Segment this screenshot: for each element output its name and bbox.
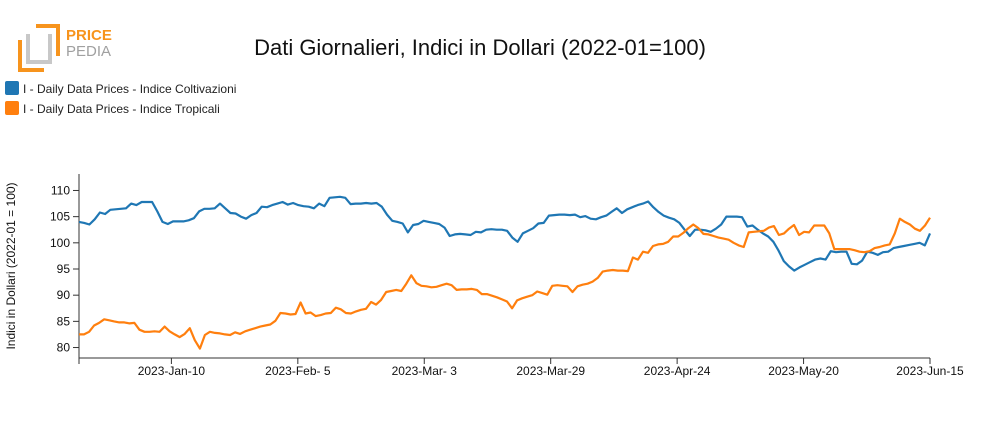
legend-label-tropicali: I - Daily Data Prices - Indice Tropicali bbox=[23, 102, 220, 116]
chart-title: Dati Giornalieri, Indici in Dollari (202… bbox=[254, 35, 706, 60]
legend-swatch-coltivazioni[interactable] bbox=[5, 81, 19, 95]
legend-swatch-tropicali[interactable] bbox=[5, 101, 19, 115]
pricepedia-logo-mark: PRICE PEDIA bbox=[18, 24, 112, 72]
logo-text-bottom: PEDIA bbox=[66, 43, 111, 60]
logo-text-top: PRICE bbox=[66, 27, 112, 44]
x-axis: 2023-Jan-10 2023-Feb- 5 2023-Mar- 3 2023-Ma… bbox=[78, 357, 964, 378]
y-axis: 80 85 90 95 100 105 110 bbox=[50, 174, 80, 358]
x-tick-label: 2023-Mar-29 bbox=[516, 364, 585, 378]
y-tick-label: 90 bbox=[57, 288, 71, 302]
y-tick-label: 95 bbox=[57, 262, 71, 276]
legend: I - Daily Data Prices - Indice Coltivazi… bbox=[5, 81, 236, 116]
series-line-coltivazioni[interactable] bbox=[78, 195, 932, 272]
y-tick-label: 85 bbox=[57, 314, 71, 328]
x-tick-label: 2023-May-20 bbox=[768, 364, 839, 378]
y-tick-label: 105 bbox=[50, 210, 70, 224]
y-tick-label: 80 bbox=[57, 341, 71, 355]
legend-label-coltivazioni: I - Daily Data Prices - Indice Coltivazi… bbox=[23, 82, 236, 96]
series-lines bbox=[78, 195, 932, 350]
y-tick-label: 100 bbox=[50, 236, 70, 250]
series-line-tropicali[interactable] bbox=[79, 217, 931, 350]
pricepedia-logo: PRICE PEDIA bbox=[18, 22, 138, 72]
x-tick-label: 2023-Jan-10 bbox=[138, 364, 206, 378]
x-tick-label: 2023-Mar- 3 bbox=[392, 364, 458, 378]
x-tick-label: 2023-Apr-24 bbox=[644, 364, 711, 378]
x-tick-label: 2023-Jun-15 bbox=[896, 364, 964, 378]
y-tick-label: 110 bbox=[51, 183, 70, 197]
x-tick-label: 2023-Feb- 5 bbox=[265, 364, 331, 378]
y-axis-label: Indici in Dollari (2022-01 = 100) bbox=[4, 182, 18, 349]
